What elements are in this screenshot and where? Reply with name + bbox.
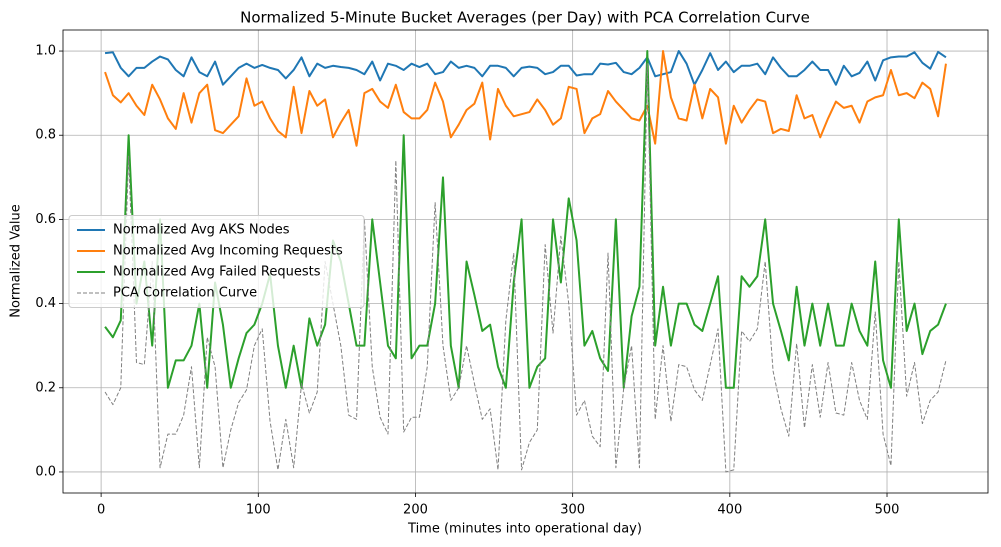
y-tick-label: 1.0	[35, 44, 56, 59]
series-line	[104, 63, 947, 473]
x-tick-label: 300	[560, 503, 585, 518]
x-tick-label: 500	[875, 503, 900, 518]
x-tick-label: 100	[246, 503, 271, 518]
legend-box	[68, 215, 365, 308]
y-tick-label: 0.0	[35, 464, 56, 479]
legend-label: Normalized Avg AKS Nodes	[113, 223, 290, 238]
legend: Normalized Avg AKS Nodes Normalized Avg I…	[68, 215, 365, 308]
series-line	[104, 50, 947, 86]
y-tick-label: 0.4	[35, 296, 56, 311]
y-axis-label: Normalized Value	[9, 204, 24, 318]
series-line	[104, 50, 947, 147]
x-axis-label: Time (minutes into operational day)	[407, 522, 642, 537]
legend-label: PCA Correlation Curve	[113, 286, 257, 301]
legend-label: Normalized Avg Failed Requests	[113, 265, 321, 280]
y-tick-label: 0.2	[35, 380, 56, 395]
series-line	[104, 50, 947, 389]
plot-frame	[62, 29, 989, 494]
x-tick-label: 200	[403, 503, 428, 518]
x-tick-label: 400	[717, 503, 742, 518]
chart-title: Normalized 5-Minute Bucket Averages (per…	[240, 9, 810, 27]
legend-label: Normalized Avg Incoming Requests	[113, 244, 343, 259]
y-tick-label: 0.6	[35, 212, 56, 227]
x-tick-label: 0	[97, 503, 105, 518]
y-tick-label: 0.8	[35, 128, 56, 143]
